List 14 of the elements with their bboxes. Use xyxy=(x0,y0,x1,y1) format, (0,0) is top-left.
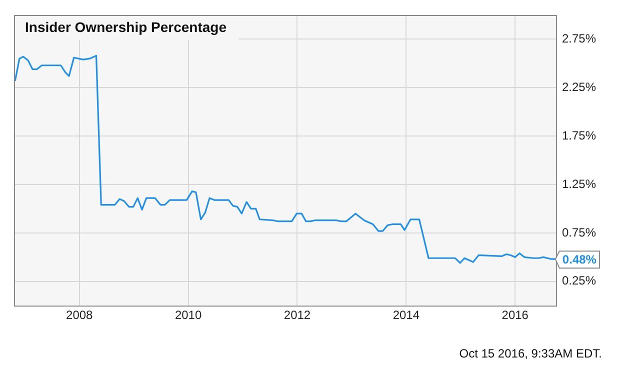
annotation: 0.48% xyxy=(562,252,597,266)
x-tick-label: 2012 xyxy=(284,308,311,322)
y-tick-label: 2.25% xyxy=(562,80,596,94)
x-tick-label: 2014 xyxy=(392,308,420,322)
chart-title: Insider Ownership Percentage xyxy=(25,18,227,35)
x-tick-label: 2008 xyxy=(66,308,94,322)
text: Oct 15 2016, 9:33AM EDT. xyxy=(459,346,602,360)
y-tick-label: 0.75% xyxy=(562,225,596,240)
y-tick-label: 1.25% xyxy=(562,176,596,191)
y-tick-label: 2.75% xyxy=(562,32,596,46)
y-tick-label: 1.75% xyxy=(562,128,596,142)
x-tick-label: 2016 xyxy=(502,308,529,322)
y-tick-label: 0.25% xyxy=(562,274,596,288)
x-tick-label: 2010 xyxy=(174,308,202,322)
